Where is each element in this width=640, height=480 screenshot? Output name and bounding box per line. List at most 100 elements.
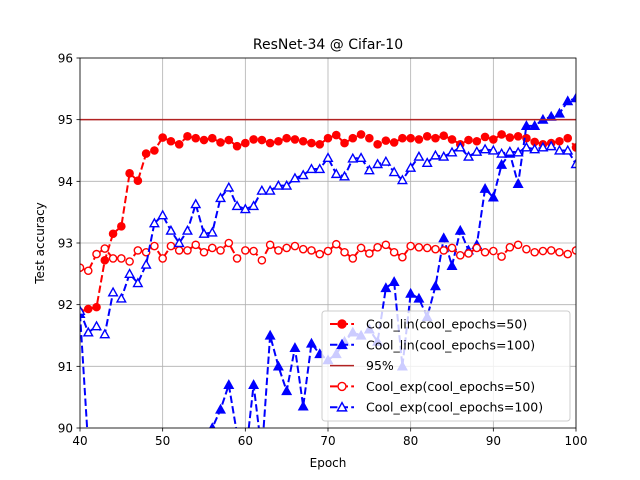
- data-point: [117, 222, 126, 231]
- x-tick-label: 100: [565, 434, 588, 448]
- data-point: [422, 132, 432, 141]
- data-point: [297, 400, 309, 411]
- data-point: [209, 422, 216, 428]
- x-tick-label: 40: [72, 434, 87, 448]
- data-point: [257, 255, 267, 265]
- data-point: [555, 136, 564, 146]
- data-point: [241, 246, 250, 255]
- series-4: [80, 140, 576, 339]
- data-point: [323, 133, 333, 143]
- data-point: [480, 132, 490, 142]
- data-point: [298, 244, 308, 254]
- legend-item: Cool_exp(cool_epochs=50): [330, 379, 535, 394]
- data-point: [429, 149, 441, 160]
- data-point: [91, 320, 103, 331]
- data-point: [439, 246, 449, 255]
- data-point: [125, 257, 134, 266]
- data-point: [223, 181, 235, 192]
- data-point: [215, 403, 227, 414]
- data-point: [166, 136, 176, 146]
- data-point: [83, 304, 93, 314]
- data-point: [331, 239, 341, 249]
- data-point: [520, 141, 532, 152]
- data-point: [207, 133, 217, 143]
- data-point: [479, 182, 491, 193]
- data-point: [158, 133, 167, 142]
- data-point: [405, 162, 417, 172]
- data-point: [100, 244, 110, 253]
- data-point: [487, 191, 499, 202]
- data-point: [165, 224, 177, 235]
- data-point: [363, 164, 375, 175]
- data-point: [132, 277, 144, 288]
- y-tick-label: 91: [58, 360, 73, 374]
- data-point: [314, 163, 326, 174]
- data-point: [439, 131, 449, 140]
- data-point: [496, 158, 508, 169]
- data-point: [125, 169, 134, 178]
- data-point: [231, 200, 243, 211]
- y-tick-label: 94: [58, 175, 73, 189]
- data-point: [381, 136, 391, 145]
- data-point: [380, 282, 392, 293]
- data-point: [431, 133, 440, 143]
- data-point: [305, 163, 317, 174]
- data-point: [570, 158, 576, 169]
- data-point: [289, 172, 301, 183]
- data-point: [414, 243, 424, 252]
- legend-label: Cool_exp(cool_epochs=50): [366, 379, 535, 394]
- data-point: [108, 254, 118, 263]
- data-point: [471, 145, 483, 156]
- data-point: [330, 168, 342, 179]
- data-point: [446, 260, 458, 270]
- data-point: [239, 203, 251, 214]
- data-point: [248, 200, 260, 211]
- data-point: [290, 135, 300, 144]
- y-tick-label: 96: [58, 52, 73, 66]
- data-point: [555, 247, 564, 257]
- data-point: [438, 232, 450, 243]
- data-point: [347, 152, 359, 163]
- data-point: [249, 246, 258, 256]
- data-point: [487, 144, 499, 155]
- data-point: [223, 379, 235, 389]
- data-point: [215, 192, 227, 203]
- data-point: [281, 179, 293, 190]
- data-point: [92, 302, 101, 312]
- data-point: [174, 246, 184, 255]
- data-point: [272, 360, 284, 371]
- data-point: [421, 157, 433, 167]
- data-point: [241, 138, 250, 148]
- data-point: [472, 243, 482, 253]
- legend-item: Cool_lin(cool_epochs=50): [330, 317, 527, 332]
- data-point: [489, 135, 498, 144]
- data-point: [190, 198, 202, 209]
- data-point: [512, 178, 524, 188]
- legend: Cool_lin(cool_epochs=50) Cool_lin(cool_ep…: [321, 310, 571, 422]
- data-point: [429, 280, 441, 291]
- data-point: [546, 246, 556, 255]
- data-point: [438, 150, 450, 161]
- y-tick-label: 95: [58, 113, 73, 127]
- data-point: [148, 217, 160, 228]
- data-point: [413, 292, 425, 303]
- data-point: [504, 145, 516, 156]
- data-point: [381, 240, 391, 250]
- data-point: [380, 155, 392, 166]
- data-point: [289, 342, 301, 352]
- data-point: [355, 152, 367, 163]
- legend-marker: [337, 319, 347, 329]
- data-point: [396, 174, 408, 185]
- x-tick-label: 80: [403, 434, 418, 448]
- data-point: [181, 224, 193, 235]
- data-point: [406, 133, 415, 143]
- legend-label: Cool_exp(cool_epochs=100): [366, 400, 543, 415]
- data-point: [150, 146, 159, 155]
- legend-marker: [336, 338, 348, 350]
- data-point: [447, 243, 457, 253]
- data-point: [216, 138, 225, 147]
- data-point: [529, 120, 541, 130]
- data-point: [224, 135, 234, 145]
- data-point: [414, 135, 424, 144]
